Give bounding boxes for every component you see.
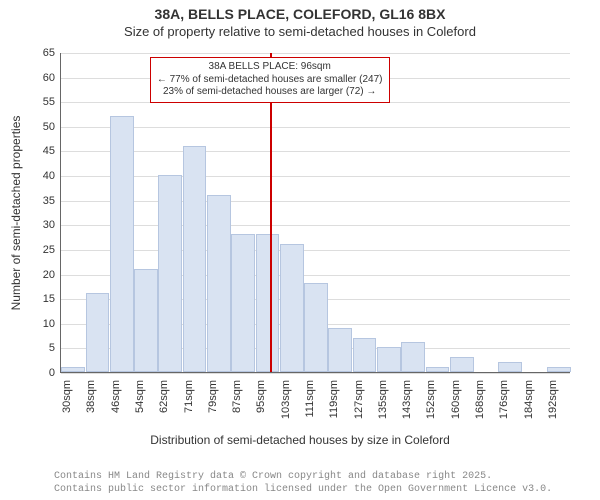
x-tick-label: 87sqm [227, 380, 243, 413]
x-tick-label: 160sqm [446, 380, 462, 419]
x-tick-label: 143sqm [397, 380, 413, 419]
annotation-box: 38A BELLS PLACE: 96sqm← 77% of semi-deta… [150, 57, 390, 103]
histogram-bar [304, 283, 328, 372]
chart-area: 0 5 10 15 20 25 30 35 40 45 50 55 60 65 30sqm 38sqm 46sq… [0, 39, 600, 469]
grid-line [61, 151, 570, 152]
x-tick-label: 30sqm [57, 380, 73, 413]
grid-line [61, 225, 570, 226]
histogram-bar [353, 338, 377, 372]
grid-line [61, 201, 570, 202]
x-tick-label: 152sqm [421, 380, 437, 419]
histogram-bar [86, 293, 110, 372]
grid-line [61, 53, 570, 54]
x-tick-label: 119sqm [324, 380, 340, 418]
histogram-bar [280, 244, 304, 372]
y-tick-label: 0 [49, 367, 61, 379]
histogram-bar [547, 367, 571, 372]
histogram-bar [328, 328, 352, 372]
x-tick-label: 111sqm [300, 380, 316, 418]
x-tick-label: 176sqm [494, 380, 510, 419]
attribution-line-1: Contains HM Land Registry data © Crown c… [54, 471, 600, 484]
grid-line [61, 176, 570, 177]
histogram-bar [231, 234, 255, 372]
histogram-bar [401, 342, 425, 372]
chart-title-block: 38A, BELLS PLACE, COLEFORD, GL16 8BX Siz… [0, 0, 600, 39]
x-tick-label: 135sqm [373, 380, 389, 419]
histogram-bar [377, 347, 401, 372]
histogram-bar [498, 362, 522, 372]
x-tick-label: 71sqm [179, 380, 195, 413]
histogram-bar [426, 367, 450, 372]
y-tick-label: 30 [43, 219, 61, 231]
grid-line [61, 373, 570, 374]
y-tick-label: 45 [43, 145, 61, 157]
y-tick-label: 5 [49, 342, 61, 354]
x-tick-label: 79sqm [203, 380, 219, 413]
histogram-bar [183, 146, 207, 372]
y-tick-label: 25 [43, 244, 61, 256]
y-tick-label: 35 [43, 195, 61, 207]
y-tick-label: 15 [43, 293, 61, 305]
histogram-bar [158, 175, 182, 372]
histogram-bar [61, 367, 85, 372]
x-tick-label: 184sqm [519, 380, 535, 419]
x-tick-label: 127sqm [349, 380, 365, 419]
x-tick-label: 62sqm [154, 380, 170, 413]
histogram-bar [134, 269, 158, 372]
attribution-line-2: Contains public sector information licen… [54, 484, 600, 497]
x-tick-label: 192sqm [543, 380, 559, 419]
x-tick-label: 46sqm [106, 380, 122, 413]
annotation-line: ← 77% of semi-detached houses are smalle… [157, 74, 383, 87]
y-tick-label: 20 [43, 269, 61, 281]
grid-line [61, 250, 570, 251]
x-tick-label: 103sqm [276, 380, 292, 419]
y-tick-label: 65 [43, 47, 61, 59]
x-tick-label: 54sqm [130, 380, 146, 413]
histogram-bar [256, 234, 280, 372]
chart-title-sub: Size of property relative to semi-detach… [0, 24, 600, 39]
x-tick-label: 95sqm [251, 380, 267, 413]
y-tick-label: 50 [43, 121, 61, 133]
plot-region: 0510152025303540455055606530sqm38sqm46sq… [60, 53, 570, 373]
y-axis-label: Number of semi-detached properties [9, 116, 23, 311]
y-tick-label: 40 [43, 170, 61, 182]
x-tick-label: 168sqm [470, 380, 486, 419]
attribution-block: Contains HM Land Registry data © Crown c… [0, 469, 600, 496]
x-tick-label: 38sqm [81, 380, 97, 413]
chart-title-main: 38A, BELLS PLACE, COLEFORD, GL16 8BX [0, 6, 600, 22]
histogram-bar [207, 195, 231, 372]
histogram-bar [450, 357, 474, 372]
annotation-line: 23% of semi-detached houses are larger (… [157, 86, 383, 99]
annotation-line: 38A BELLS PLACE: 96sqm [157, 61, 383, 74]
y-tick-label: 60 [43, 72, 61, 84]
histogram-bar [110, 116, 134, 372]
y-tick-label: 55 [43, 96, 61, 108]
y-tick-label: 10 [43, 318, 61, 330]
grid-line [61, 127, 570, 128]
x-axis-label: Distribution of semi-detached houses by … [150, 433, 449, 447]
